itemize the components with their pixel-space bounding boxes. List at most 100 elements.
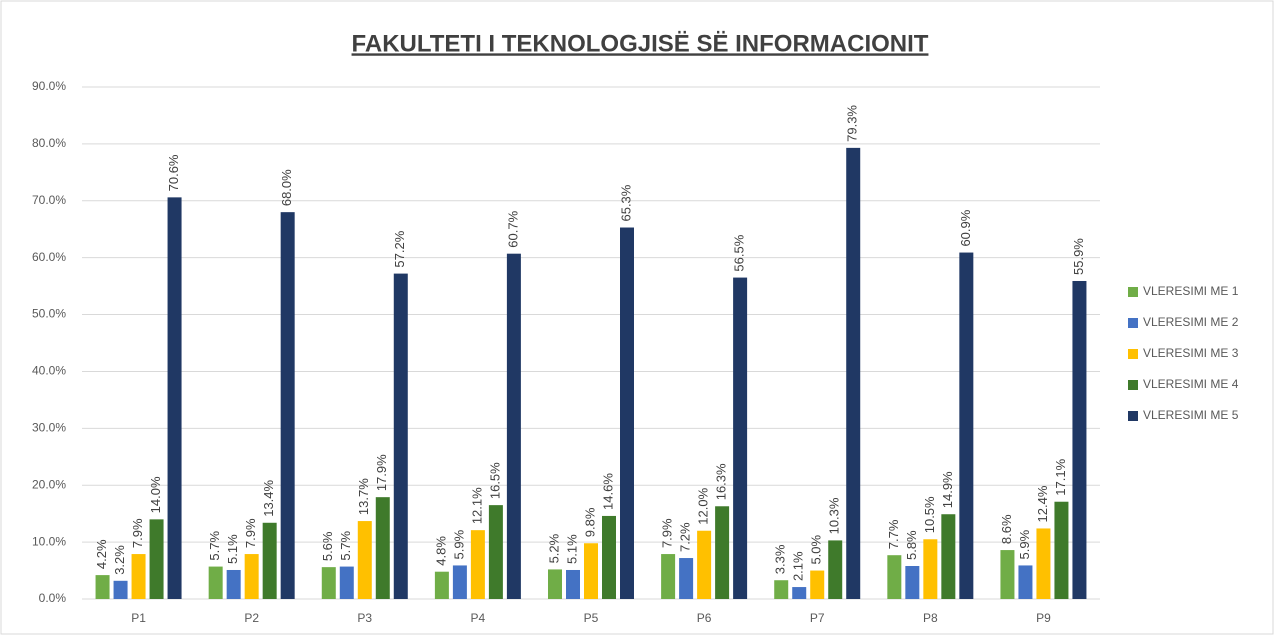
- bar: [620, 227, 634, 599]
- legend-label: VLERESIMI ME 4: [1143, 377, 1239, 391]
- data-label: 16.5%: [487, 462, 502, 499]
- data-label: 12.0%: [696, 487, 711, 524]
- bar: [470, 530, 485, 599]
- bar: [226, 569, 241, 599]
- bar: [661, 554, 676, 599]
- bar: [548, 569, 562, 599]
- bar: [434, 571, 449, 599]
- data-label: 4.8%: [433, 536, 448, 566]
- bar: [357, 521, 372, 599]
- legend-label: VLERESIMI ME 2: [1143, 315, 1239, 329]
- y-tick-label: 20.0%: [32, 477, 66, 491]
- y-tick-label: 80.0%: [32, 136, 66, 150]
- data-label: 3.3%: [773, 544, 788, 574]
- data-label: 5.6%: [320, 531, 335, 561]
- data-label: 3.2%: [112, 545, 127, 575]
- y-tick-label: 90.0%: [32, 79, 66, 93]
- data-label: 5.9%: [451, 529, 466, 559]
- bar: [697, 530, 712, 599]
- x-tick-label: P2: [244, 611, 259, 625]
- data-label: 14.0%: [148, 476, 163, 513]
- bar: [321, 567, 336, 599]
- bar: [393, 273, 408, 599]
- x-tick-label: P4: [471, 611, 486, 625]
- data-label: 8.6%: [999, 514, 1014, 544]
- chart-title: FAKULTETI I TEKNOLOGJISË SË INFORMACIONI…: [352, 30, 929, 57]
- legend-swatch: [1128, 318, 1138, 328]
- bar: [339, 566, 354, 599]
- data-label: 10.3%: [827, 497, 842, 534]
- bar: [923, 539, 938, 599]
- data-label: 7.7%: [886, 519, 901, 549]
- x-tick-label: P7: [810, 611, 825, 625]
- data-label: 5.9%: [1017, 529, 1032, 559]
- data-label: 60.9%: [958, 209, 973, 246]
- bar: [679, 558, 694, 599]
- bar: [506, 253, 521, 599]
- bar: [959, 252, 974, 599]
- x-tick-label: P3: [357, 611, 372, 625]
- data-label: 79.3%: [845, 105, 860, 142]
- bar: [131, 554, 146, 599]
- data-label: 7.9%: [660, 518, 675, 548]
- y-tick-label: 40.0%: [32, 364, 66, 378]
- data-label: 70.6%: [166, 154, 181, 191]
- data-label: 9.8%: [582, 507, 597, 537]
- data-label: 13.7%: [356, 478, 371, 515]
- bar: [95, 575, 110, 599]
- data-label: 7.9%: [243, 518, 258, 548]
- y-tick-label: 50.0%: [32, 307, 66, 321]
- bar: [1018, 565, 1033, 599]
- x-tick-label: P9: [1036, 611, 1051, 625]
- bar: [941, 514, 956, 599]
- legend-swatch: [1128, 287, 1138, 297]
- bar: [733, 277, 748, 599]
- bar: [262, 522, 277, 599]
- data-label: 5.8%: [904, 530, 919, 560]
- x-tick-label: P8: [923, 611, 938, 625]
- bar: [810, 570, 825, 599]
- legend-label: VLERESIMI ME 3: [1143, 346, 1239, 360]
- data-label: 7.2%: [678, 522, 693, 552]
- bar: [280, 212, 295, 599]
- legend-swatch: [1128, 349, 1138, 359]
- bar: [584, 543, 598, 599]
- bar: [887, 555, 902, 599]
- y-tick-label: 30.0%: [32, 421, 66, 435]
- data-label: 13.4%: [261, 479, 276, 516]
- bar: [1054, 501, 1069, 599]
- y-tick-label: 70.0%: [32, 193, 66, 207]
- bar: [774, 580, 789, 599]
- bar: [905, 566, 920, 599]
- y-tick-label: 10.0%: [32, 534, 66, 548]
- data-label: 5.7%: [207, 531, 222, 561]
- data-label: 17.9%: [374, 454, 389, 491]
- bar: [715, 506, 730, 599]
- y-tick-label: 0.0%: [39, 591, 67, 605]
- data-label: 4.2%: [94, 539, 109, 569]
- legend-swatch: [1128, 411, 1138, 421]
- bar: [149, 519, 164, 599]
- x-tick-label: P5: [584, 611, 599, 625]
- x-tick-label: P1: [131, 611, 146, 625]
- data-label: 5.0%: [809, 534, 824, 564]
- data-label: 14.9%: [940, 471, 955, 508]
- bar: [113, 580, 128, 599]
- legend-label: VLERESIMI ME 5: [1143, 408, 1239, 422]
- data-label: 55.9%: [1071, 238, 1086, 275]
- data-label: 12.4%: [1035, 485, 1050, 522]
- y-tick-label: 60.0%: [32, 250, 66, 264]
- data-label: 2.1%: [791, 551, 806, 581]
- data-label: 12.1%: [469, 487, 484, 524]
- data-label: 10.5%: [922, 496, 937, 533]
- data-label: 17.1%: [1053, 458, 1068, 495]
- bar: [1000, 550, 1015, 599]
- data-label: 68.0%: [279, 169, 294, 206]
- data-label: 60.7%: [505, 210, 520, 247]
- bar: [1036, 528, 1051, 599]
- data-label: 65.3%: [618, 184, 633, 221]
- legend-label: VLERESIMI ME 1: [1143, 284, 1239, 298]
- data-label: 57.2%: [392, 230, 407, 267]
- data-label: 5.1%: [564, 534, 579, 564]
